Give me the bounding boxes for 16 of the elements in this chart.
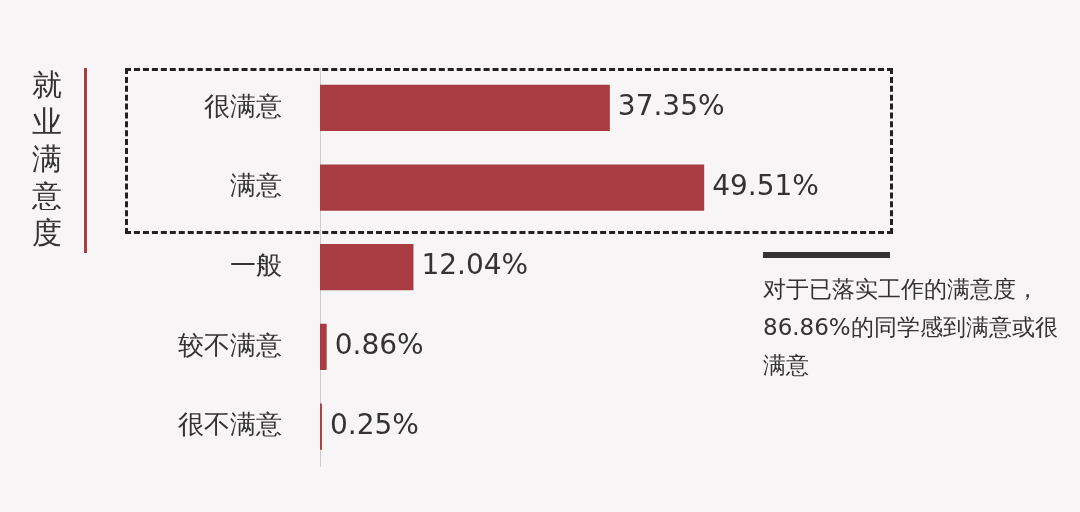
y-tick-label: 满意 [230,170,282,201]
bar [320,244,414,291]
y-tick-label: 很不满意 [178,409,282,440]
bar [320,164,705,211]
data-label: 12.04% [421,248,529,282]
data-label: 0.86% [334,328,424,362]
text: 对于已落实工作的满意度，86.86%的同学感到满意或很满意 [763,275,1059,380]
y-tick-label: 一般 [230,249,282,280]
bar [320,84,610,131]
y-tick-label: 较不满意 [178,329,282,360]
data-label: 37.35% [617,89,725,123]
data-label: 49.51% [712,168,819,202]
data-label: 0.25% [329,407,419,441]
y-axis-title: 就业满意度 [32,66,63,251]
y-tick-label: 很满意 [204,90,282,121]
bar [320,323,327,370]
